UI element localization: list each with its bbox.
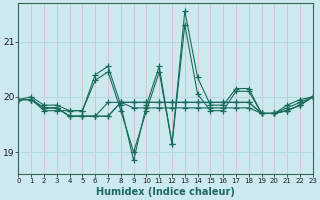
- X-axis label: Humidex (Indice chaleur): Humidex (Indice chaleur): [96, 187, 235, 197]
